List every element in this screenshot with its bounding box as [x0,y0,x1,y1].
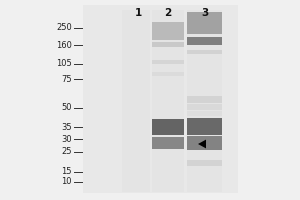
Bar [187,136,222,150]
Bar [187,104,222,110]
Bar [152,22,184,40]
Bar [187,37,222,45]
Text: 10: 10 [61,178,72,186]
Text: 25: 25 [61,148,72,156]
Bar [152,119,184,135]
Bar [187,10,222,192]
Text: 250: 250 [56,23,72,32]
Text: 75: 75 [61,74,72,84]
Text: 15: 15 [61,168,72,176]
Bar [187,12,222,34]
Bar [187,96,222,103]
Bar [152,72,184,76]
Text: 1: 1 [134,8,142,18]
Text: 3: 3 [201,8,208,18]
Bar [152,42,184,47]
Polygon shape [198,140,206,148]
Bar [152,60,184,64]
Bar [187,160,222,166]
Text: 35: 35 [61,122,72,132]
Text: 2: 2 [164,8,172,18]
Bar [187,111,222,116]
Bar [187,118,222,135]
Bar [122,10,150,192]
Bar [152,10,184,192]
Bar [83,5,238,193]
Text: 105: 105 [56,60,72,68]
Text: 50: 50 [61,104,72,112]
Text: 30: 30 [61,134,72,144]
Text: 160: 160 [56,40,72,49]
Bar [187,50,222,54]
Bar [152,137,184,149]
